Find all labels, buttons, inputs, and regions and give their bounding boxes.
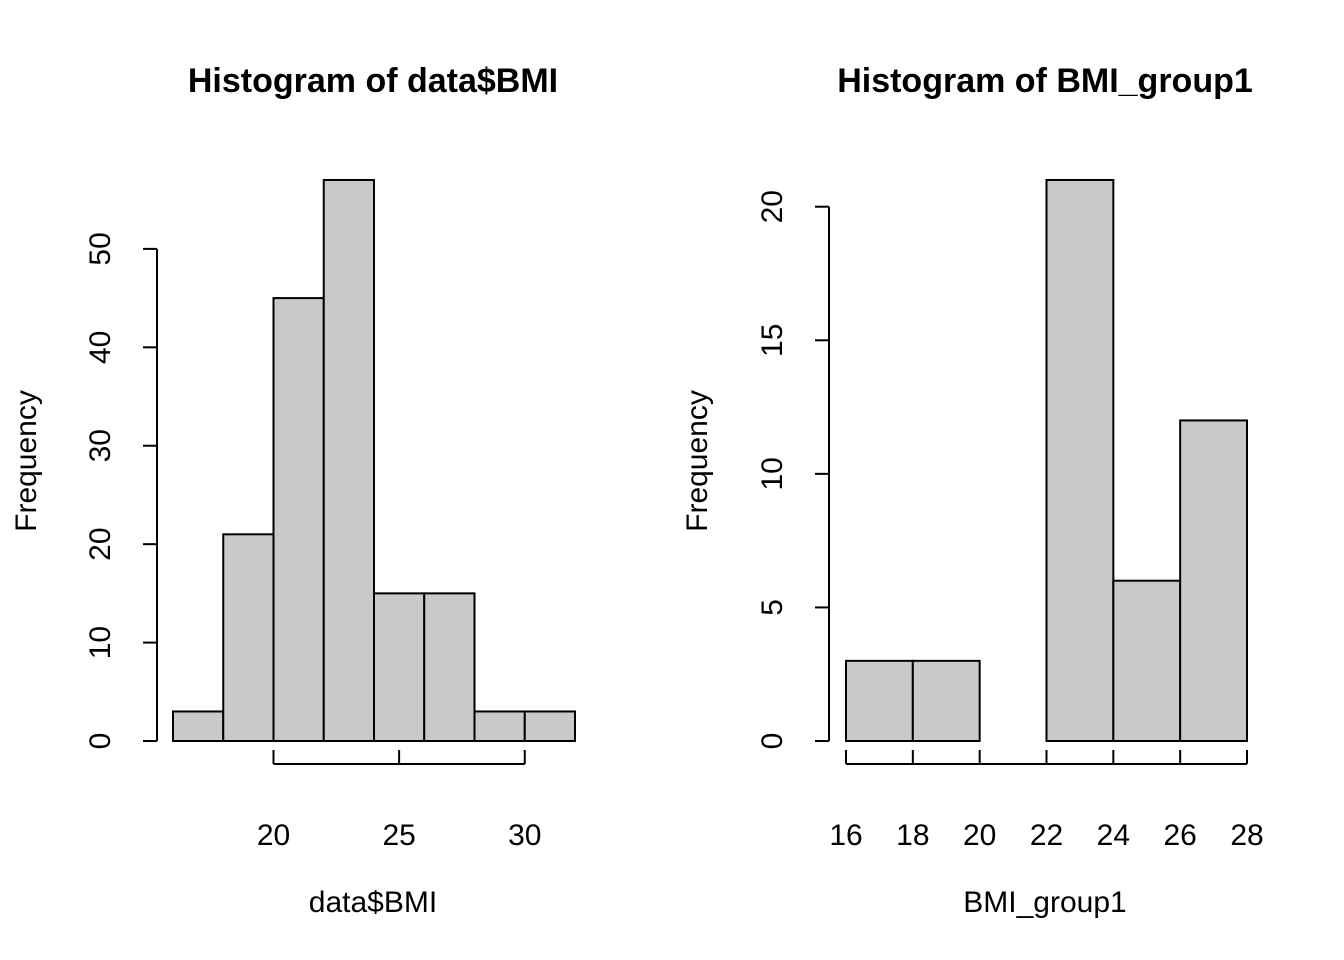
x-tick-label: 22 — [1030, 819, 1063, 852]
panel-1-bars — [172, 179, 576, 743]
y-tick-label: 50 — [84, 232, 117, 265]
histogram-bar — [172, 710, 225, 743]
panel-1-y-axis: 0 10 20 30 40 50 — [84, 232, 158, 750]
x-tick-label: 30 — [508, 819, 541, 852]
histogram-bar — [523, 710, 576, 743]
y-tick-label: 5 — [756, 599, 789, 616]
y-tick-label: 0 — [84, 733, 117, 750]
y-tick-label: 10 — [756, 457, 789, 490]
panel-2-x-axis: 16 18 20 22 24 26 28 — [829, 750, 1264, 852]
y-tick-label: 20 — [756, 190, 789, 223]
y-tick-label: 30 — [84, 429, 117, 462]
histogram-bar — [1179, 419, 1248, 742]
x-tick-label: 20 — [963, 819, 996, 852]
y-tick-label: 10 — [84, 626, 117, 659]
panel-1-y-axis-label: Frequency — [10, 390, 43, 532]
panel-1-x-axis: 20 25 30 — [257, 750, 541, 852]
panel-2-title: Histogram of BMI_group1 — [837, 62, 1253, 100]
histogram-panel-1: Histogram of data$BMI data$BMI Frequency… — [10, 62, 576, 919]
x-tick-label: 28 — [1230, 819, 1263, 852]
panel-1-x-axis-label: data$BMI — [309, 886, 437, 919]
histogram-bar — [473, 710, 526, 743]
histogram-bar — [1112, 579, 1182, 743]
y-tick-label: 40 — [84, 331, 117, 364]
x-tick-label: 16 — [829, 819, 862, 852]
x-tick-label: 24 — [1097, 819, 1130, 852]
panel-2-x-axis-label: BMI_group1 — [963, 886, 1126, 919]
histogram-bar — [911, 659, 981, 742]
y-tick-label: 20 — [84, 527, 117, 560]
panel-1-title: Histogram of data$BMI — [188, 62, 558, 100]
x-tick-label: 25 — [382, 819, 415, 852]
histogram-bar — [1045, 179, 1115, 742]
panel-2-bars — [845, 179, 1248, 743]
histogram-bar — [845, 659, 914, 742]
histogram-bar — [373, 592, 426, 742]
panel-2-y-axis: 0 5 10 15 20 — [756, 190, 830, 750]
histogram-bar — [272, 297, 325, 742]
y-tick-label: 0 — [756, 733, 789, 750]
x-tick-label: 18 — [896, 819, 929, 852]
x-tick-label: 20 — [257, 819, 290, 852]
x-tick-label: 26 — [1163, 819, 1196, 852]
histogram-bar — [423, 592, 476, 742]
histogram-bar — [222, 533, 275, 742]
y-tick-label: 15 — [756, 324, 789, 357]
histogram-bar — [322, 179, 375, 742]
histogram-panel-2: Histogram of BMI_group1 BMI_group1 Frequ… — [681, 62, 1264, 919]
panel-2-y-axis-label: Frequency — [681, 390, 714, 532]
